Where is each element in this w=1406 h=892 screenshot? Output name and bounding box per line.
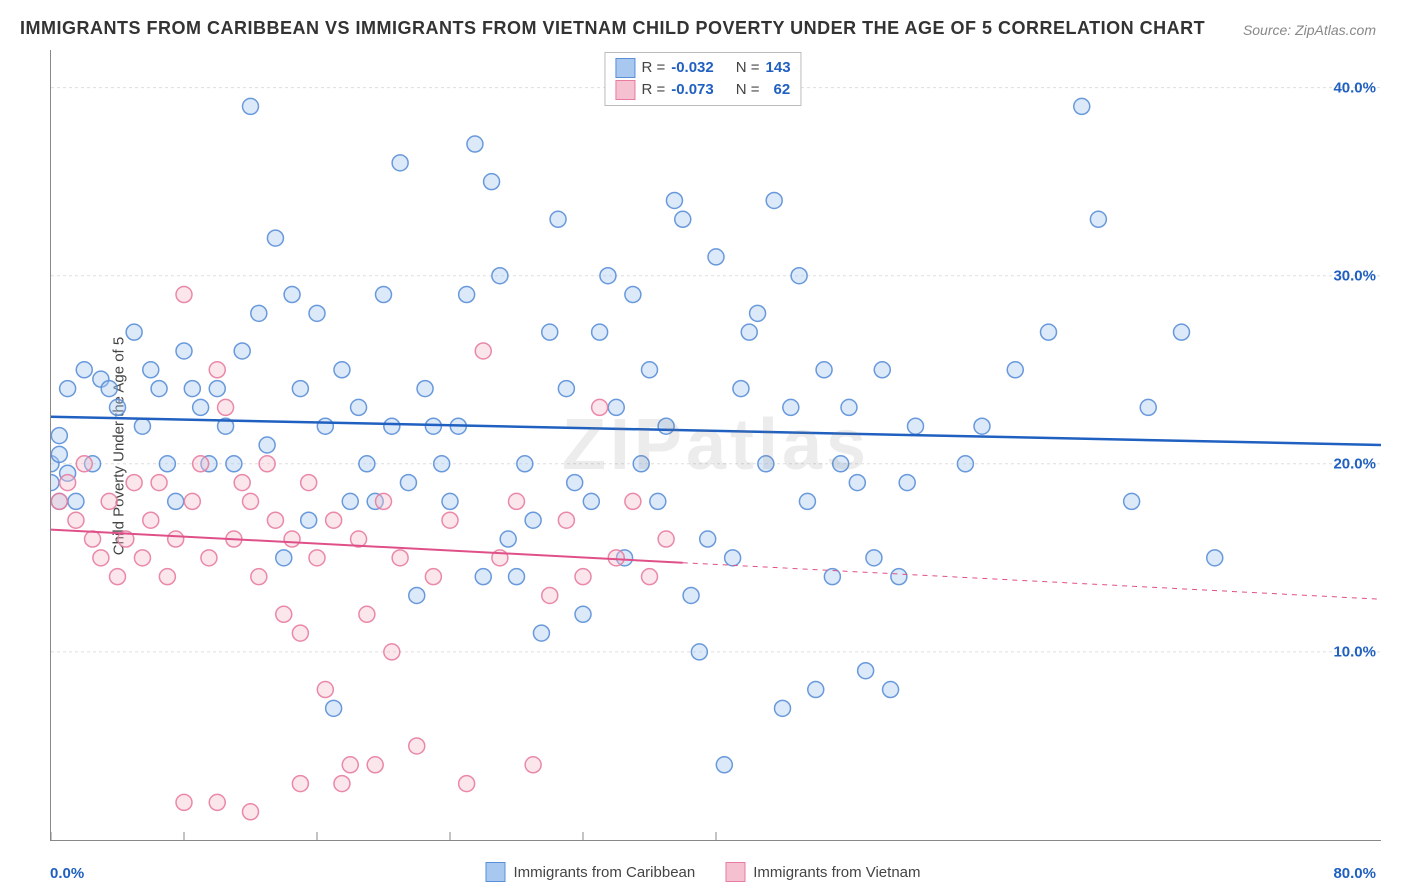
plot-area: ZIPatlas	[50, 50, 1381, 841]
chart-container: IMMIGRANTS FROM CARIBBEAN VS IMMIGRANTS …	[0, 0, 1406, 892]
legend-stats-row-1: R = -0.032 N = 143	[615, 57, 790, 79]
legend-item-caribbean: Immigrants from Caribbean	[485, 862, 695, 882]
legend-n-label: N =	[736, 79, 760, 101]
legend-swatch-caribbean	[485, 862, 505, 882]
legend-r-label: R =	[641, 57, 665, 79]
legend-swatch-caribbean	[615, 58, 635, 78]
legend-label-caribbean: Immigrants from Caribbean	[513, 864, 695, 881]
chart-title: IMMIGRANTS FROM CARIBBEAN VS IMMIGRANTS …	[20, 18, 1205, 39]
legend-stats-box: R = -0.032 N = 143 R = -0.073 N = 62	[604, 52, 801, 106]
y-tick-label: 10.0%	[1333, 643, 1376, 660]
y-tick-label: 40.0%	[1333, 79, 1376, 96]
scatter-plot-svg	[51, 50, 1381, 840]
legend-r-value-2: -0.073	[671, 79, 714, 101]
x-axis-min-label: 0.0%	[50, 865, 84, 882]
legend-swatch-vietnam	[615, 80, 635, 100]
legend-stats-row-2: R = -0.073 N = 62	[615, 79, 790, 101]
legend-r-value-1: -0.032	[671, 57, 714, 79]
x-axis-max-label: 80.0%	[1333, 865, 1376, 882]
source-label: Source: ZipAtlas.com	[1243, 22, 1376, 38]
legend-r-label: R =	[641, 79, 665, 101]
legend-swatch-vietnam	[725, 862, 745, 882]
legend-n-value-1: 143	[766, 57, 791, 79]
legend-n-value-2: 62	[766, 79, 791, 101]
y-tick-label: 20.0%	[1333, 455, 1376, 472]
legend-item-vietnam: Immigrants from Vietnam	[725, 862, 920, 882]
y-tick-label: 30.0%	[1333, 267, 1376, 284]
legend-series-box: Immigrants from Caribbean Immigrants fro…	[485, 862, 920, 882]
legend-n-label: N =	[736, 57, 760, 79]
legend-label-vietnam: Immigrants from Vietnam	[753, 864, 920, 881]
